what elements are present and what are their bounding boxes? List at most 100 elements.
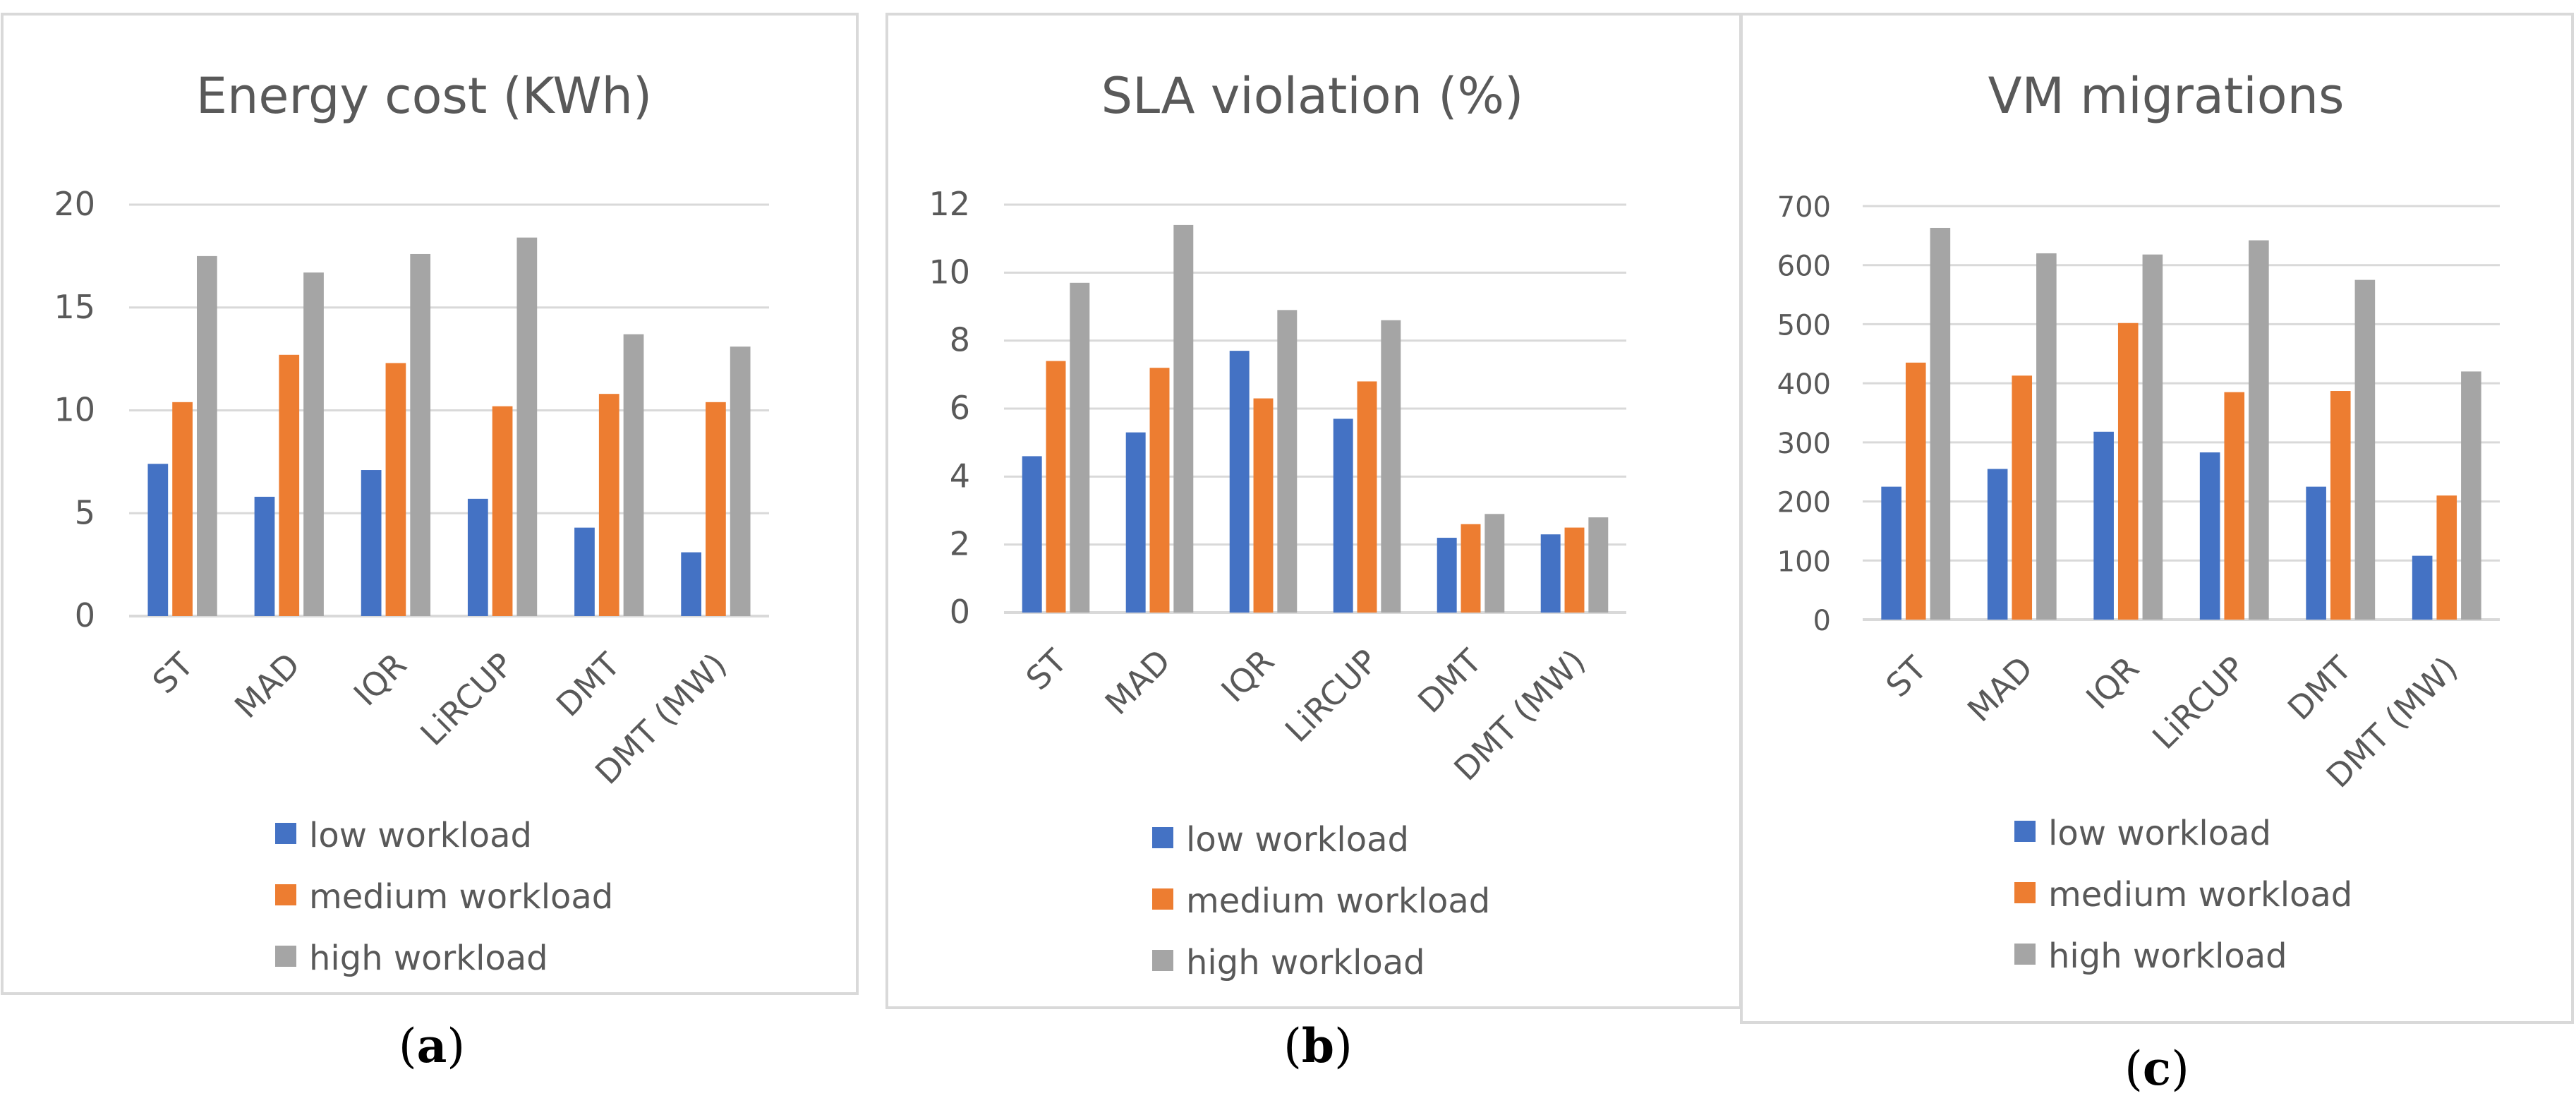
bar-high-lircup [516, 237, 538, 616]
y-tick-label: 300 [1777, 428, 1831, 460]
chart-title: SLA violation (%) [1101, 67, 1524, 125]
y-tick-label: 8 [950, 321, 970, 359]
y-tick-label: 10 [929, 253, 970, 291]
y-tick-label: 600 [1777, 251, 1831, 283]
y-tick-label: 500 [1777, 309, 1831, 342]
bar-low-lircup [467, 498, 488, 616]
bar-low-dmt [1437, 538, 1457, 613]
legend-swatch-medium [1152, 888, 1173, 910]
bar-high-mad [303, 272, 324, 616]
y-tick-label: 400 [1777, 368, 1831, 401]
y-tick-label: 100 [1777, 546, 1831, 578]
caption-paren-open: ( [1283, 1019, 1302, 1073]
panel-caption: (a) [399, 1018, 465, 1073]
bar-high-dmt-mw- [2461, 371, 2481, 620]
legend-label: medium workload [1186, 881, 1490, 921]
bar-high-iqr [2142, 254, 2163, 620]
y-tick-label: 6 [950, 389, 970, 427]
bar-medium-mad [1149, 368, 1170, 613]
bar-high-dmt-mw- [730, 346, 751, 616]
bar-low-iqr [2093, 431, 2114, 620]
y-tick-label: 10 [54, 391, 95, 429]
panel-caption: (c) [2124, 1041, 2189, 1096]
bar-low-dmt [2306, 486, 2326, 620]
bar-medium-iqr [1253, 398, 1274, 613]
bar-low-mad [1987, 469, 2008, 620]
legend-swatch-medium [2014, 882, 2036, 903]
chart-title: Energy cost (KWh) [196, 67, 652, 125]
caption-letter: c [2143, 1041, 2171, 1096]
caption-paren-open: ( [399, 1019, 417, 1073]
bar-medium-dmt-mw- [1564, 527, 1585, 613]
legend-swatch-high [2014, 944, 2036, 965]
bar-medium-dmt-mw- [2436, 495, 2457, 620]
bar-medium-st [1905, 362, 1926, 620]
bar-high-lircup [2249, 240, 2269, 620]
legend-swatch-high [275, 946, 296, 967]
bar-low-st [1881, 486, 1901, 620]
bar-medium-iqr [2117, 323, 2139, 620]
bar-low-dmt-mw- [2412, 555, 2433, 620]
bar-medium-lircup [2224, 392, 2245, 620]
bar-high-dmt [1484, 514, 1505, 613]
legend-swatch-low [275, 823, 296, 844]
y-tick-label: 0 [950, 593, 970, 631]
bar-high-dmt [2354, 279, 2376, 620]
legend-label: low workload [1186, 820, 1409, 860]
y-tick-label: 700 [1777, 191, 1831, 224]
legend-swatch-high [1152, 950, 1173, 971]
bar-high-mad [1173, 224, 1194, 613]
y-tick-label: 0 [75, 596, 95, 634]
panel-caption: (b) [1283, 1018, 1353, 1073]
legend-swatch-low [2014, 821, 2036, 842]
legend-label: medium workload [309, 877, 613, 917]
legend-swatch-medium [275, 884, 296, 905]
bar-low-dmt-mw- [681, 552, 702, 616]
bar-low-iqr [1229, 351, 1250, 613]
bar-low-st [147, 464, 169, 616]
bar-medium-mad [279, 354, 300, 616]
legend-label: medium workload [2048, 875, 2352, 915]
bar-low-dmt [574, 527, 595, 616]
y-tick-label: 4 [950, 457, 970, 495]
bar-medium-st [172, 402, 193, 616]
bar-low-iqr [361, 470, 382, 616]
bar-medium-dmt [2330, 391, 2351, 620]
y-tick-label: 0 [1813, 605, 1831, 637]
bar-low-lircup [2199, 452, 2220, 620]
bar-low-st [1022, 456, 1042, 613]
bar-low-lircup [1333, 418, 1353, 613]
y-tick-label: 200 [1777, 487, 1831, 519]
caption-paren-close: ) [2171, 1042, 2189, 1096]
legend-label: high workload [1186, 943, 1425, 982]
y-tick-label: 12 [929, 185, 970, 223]
bar-low-mad [254, 496, 275, 616]
bar-medium-iqr [385, 363, 406, 616]
bar-medium-dmt-mw- [706, 402, 726, 616]
bar-high-iqr [410, 253, 431, 617]
caption-paren-close: ) [1334, 1019, 1353, 1073]
legend-swatch-low [1152, 827, 1173, 848]
bar-medium-dmt [1461, 524, 1481, 613]
bar-high-dmt [623, 334, 644, 616]
bar-medium-lircup [492, 406, 513, 616]
bar-high-lircup [1381, 320, 1401, 613]
y-tick-label: 20 [54, 185, 95, 223]
bar-high-st [1070, 282, 1090, 613]
caption-letter: a [417, 1018, 447, 1073]
caption-letter: b [1302, 1018, 1334, 1073]
y-tick-label: 15 [54, 288, 95, 326]
legend-label: high workload [309, 939, 548, 978]
bar-medium-mad [2012, 375, 2033, 620]
legend-label: high workload [2048, 936, 2287, 976]
caption-paren-open: ( [2124, 1042, 2143, 1096]
bar-medium-dmt [598, 394, 619, 616]
y-tick-label: 2 [950, 525, 970, 563]
legend-label: low workload [309, 816, 532, 855]
bar-low-dmt-mw- [1540, 534, 1561, 613]
bar-high-st [1930, 227, 1951, 620]
bar-high-iqr [1277, 310, 1298, 613]
